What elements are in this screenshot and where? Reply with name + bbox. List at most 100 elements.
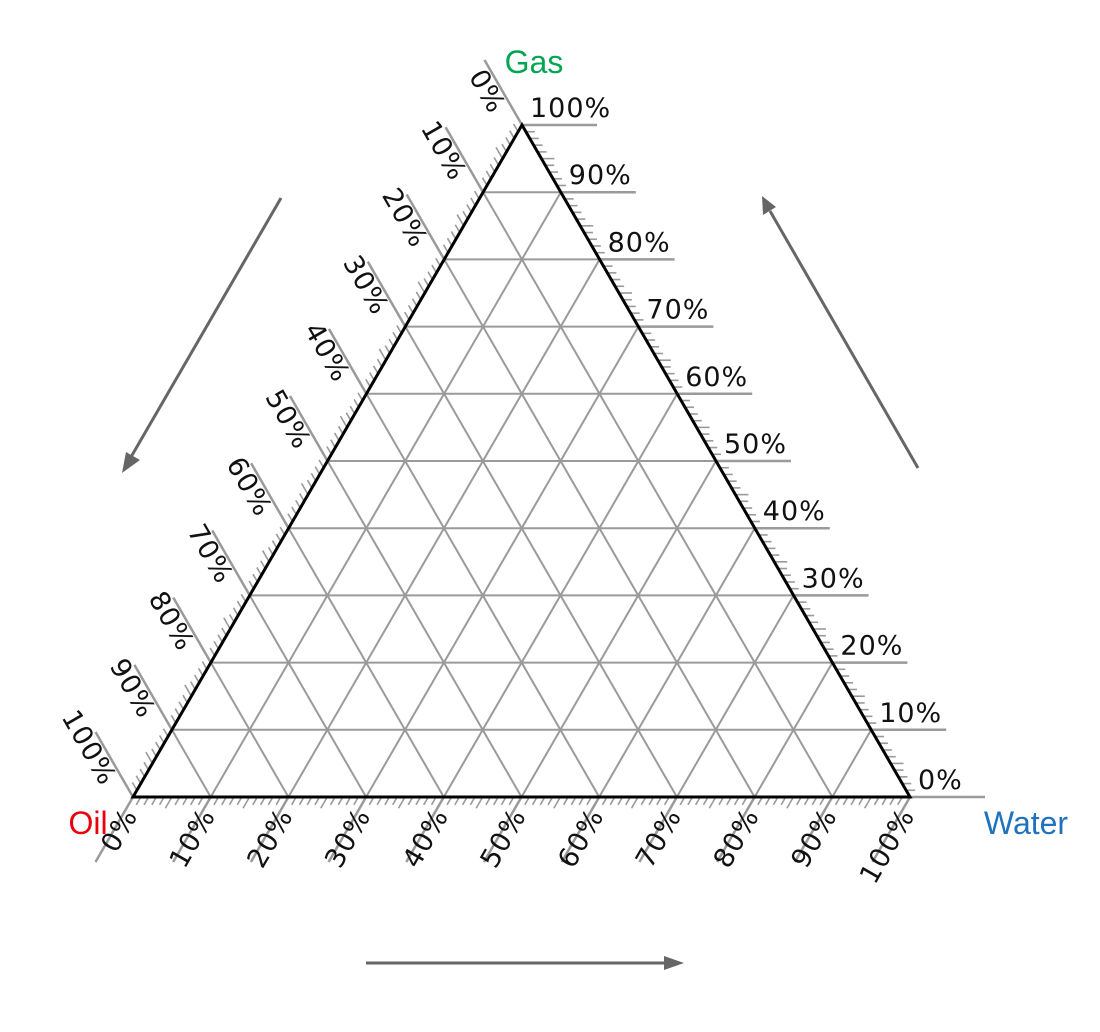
grid-line-water xyxy=(209,191,562,798)
leader-line-oil xyxy=(327,328,368,395)
leader-line-water xyxy=(793,796,834,863)
grid-line-oil xyxy=(209,662,290,798)
tick-label-gas: 10% xyxy=(879,698,942,729)
tick-label-gas: 20% xyxy=(840,631,903,662)
tick-label-gas: 30% xyxy=(802,563,865,594)
tick-label-gas: 100% xyxy=(530,93,611,124)
leader-line-oil xyxy=(483,59,524,126)
leader-line-oil xyxy=(133,664,173,731)
minor-tick xyxy=(242,796,251,809)
leader-line-oil xyxy=(366,261,407,328)
minor-tick xyxy=(863,796,872,809)
leader-line-water xyxy=(871,796,912,863)
minor-tick xyxy=(495,146,504,160)
leader-line-water xyxy=(560,796,601,863)
leader-line-oil xyxy=(211,529,251,597)
arrow-right-icon xyxy=(762,196,920,469)
tick-label-oil: 80% xyxy=(142,586,200,656)
tick-label-water: 30% xyxy=(319,803,377,873)
grid-line-oil xyxy=(287,527,445,798)
tick-label-water: 10% xyxy=(164,803,222,873)
tick-label-gas: 0% xyxy=(918,765,963,796)
grid-line-water xyxy=(365,326,640,798)
tick-label-oil: 10% xyxy=(414,116,472,186)
minor-tick xyxy=(300,482,309,496)
tick-label-water: 60% xyxy=(552,803,610,873)
tick-labels: 0%10%20%30%40%50%60%70%80%90%100%0% 10% 20… xyxy=(55,64,963,889)
minor-tick xyxy=(786,796,795,809)
leader-line-oil xyxy=(172,597,212,664)
leader-line-water xyxy=(638,796,678,863)
tick-label-oil: 50% xyxy=(259,385,317,455)
tick-label-gas: 60% xyxy=(685,362,748,393)
leader-line-water xyxy=(405,796,445,863)
tick-label-water: 80% xyxy=(708,803,766,873)
tick-label-gas: 70% xyxy=(646,295,709,326)
grid-line-oil xyxy=(404,326,678,798)
leader-line-water xyxy=(327,796,368,863)
direction-arrows xyxy=(122,196,920,970)
minor-tick xyxy=(223,617,231,630)
minor-tick xyxy=(417,281,426,294)
corner-label-water: Water xyxy=(984,805,1069,841)
grid-lines xyxy=(171,191,873,798)
minor-tick xyxy=(475,796,484,809)
arrow-bottom-icon xyxy=(366,956,684,970)
grid-line-water xyxy=(831,729,873,798)
label-leader-lines xyxy=(94,59,985,863)
tick-label-oil: 20% xyxy=(375,183,433,253)
arrow-left-icon xyxy=(122,197,283,473)
tick-label-water: 70% xyxy=(630,803,688,873)
grid-line-oil xyxy=(326,460,523,798)
tick-label-gas: 50% xyxy=(724,429,787,460)
minor-tick xyxy=(378,348,387,361)
tick-label-oil: 60% xyxy=(220,452,278,522)
leader-line-oil xyxy=(288,395,329,462)
leader-line-water xyxy=(94,796,135,863)
leader-line-oil xyxy=(250,462,290,529)
grid-line-water xyxy=(598,527,756,798)
tick-label-water: 100% xyxy=(854,803,921,889)
grid-line-water xyxy=(753,662,834,798)
tick-label-water: 20% xyxy=(241,803,299,873)
tick-label-oil: 30% xyxy=(336,250,394,320)
tick-label-oil: 100% xyxy=(55,705,122,791)
leader-line-water xyxy=(249,796,290,863)
minor-tick xyxy=(708,796,717,809)
leader-line-oil xyxy=(94,731,135,798)
corner-label-gas: Gas xyxy=(505,44,564,80)
leader-line-water xyxy=(716,796,756,863)
tick-label-gas: 40% xyxy=(763,496,826,527)
minor-tick xyxy=(184,684,193,697)
grid-line-oil xyxy=(482,191,834,798)
tick-label-water: 40% xyxy=(397,803,455,873)
tick-label-water: 50% xyxy=(475,803,533,873)
leader-line-water xyxy=(172,796,212,863)
corner-label-oil: Oil xyxy=(68,805,107,841)
minor-tick xyxy=(261,550,270,563)
tick-label-gas: 90% xyxy=(569,160,632,191)
leader-line-oil xyxy=(444,126,485,193)
grid-line-oil xyxy=(171,729,212,798)
tick-label-water: 90% xyxy=(785,803,843,873)
grid-line-water xyxy=(676,594,795,798)
tick-label-oil: 90% xyxy=(103,653,161,723)
leader-line-water xyxy=(482,796,523,863)
tick-label-oil: 40% xyxy=(297,317,355,387)
minor-tick xyxy=(630,796,639,809)
leader-line-oil xyxy=(405,193,446,261)
grid-line-water xyxy=(520,460,717,798)
minor-tick xyxy=(339,415,348,428)
triangle-frame xyxy=(130,122,913,799)
minor-tick xyxy=(320,796,328,809)
tick-label-gas: 80% xyxy=(608,227,671,258)
grid-line-oil xyxy=(248,594,367,798)
minor-tick xyxy=(164,796,173,809)
minor-tick xyxy=(397,796,406,809)
minor-tick xyxy=(456,214,465,227)
minor-tick xyxy=(145,751,154,764)
minor-tick xyxy=(553,796,562,809)
tick-label-oil: 70% xyxy=(181,519,239,589)
